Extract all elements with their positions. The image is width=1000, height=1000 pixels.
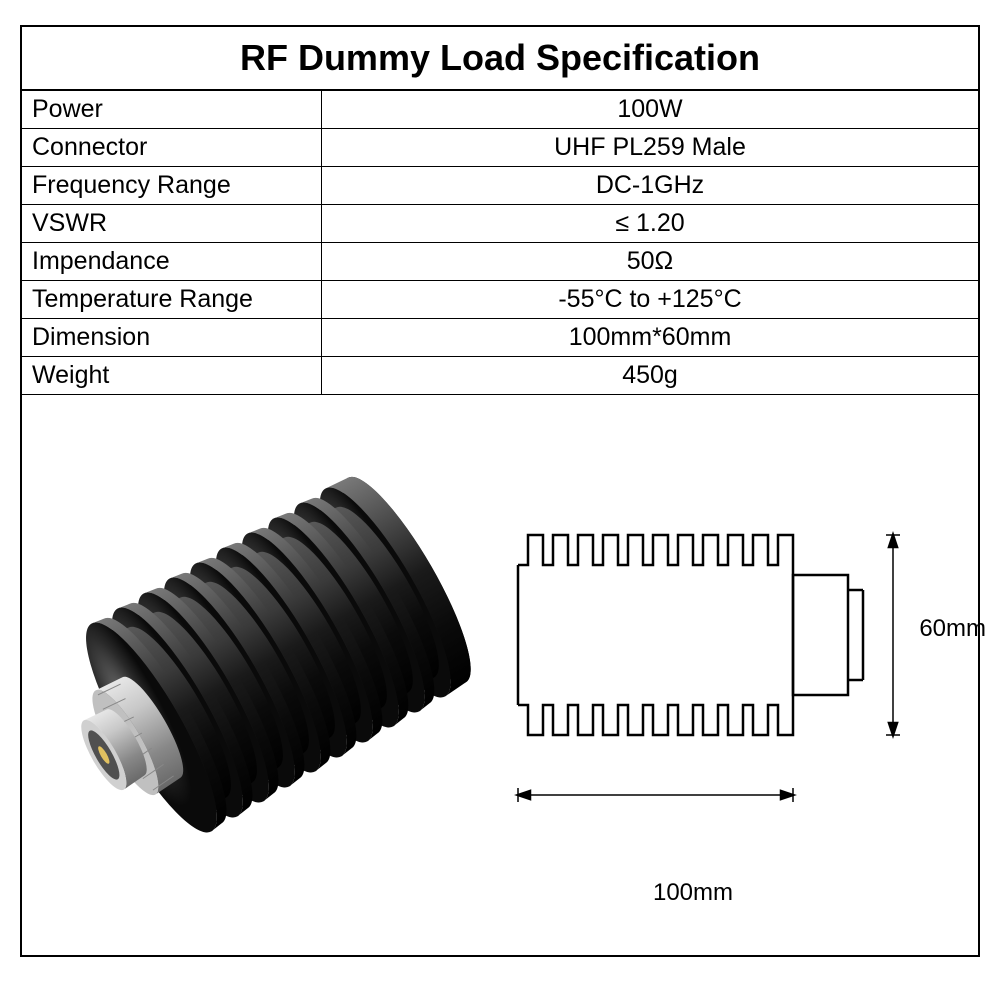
spec-value-temperature: -55°C to +125°C (322, 281, 978, 318)
dimension-height-label: 60mm (919, 615, 986, 643)
spec-label-frequency: Frequency Range (22, 167, 322, 204)
spec-row: Weight 450g (22, 357, 978, 395)
specification-container: RF Dummy Load Specification Power 100W C… (20, 25, 980, 957)
spec-label-impedance: Impendance (22, 243, 322, 280)
spec-value-power: 100W (322, 91, 978, 128)
spec-value-impedance: 50Ω (322, 243, 978, 280)
spec-value-dimension: 100mm*60mm (322, 319, 978, 356)
spec-label-connector: Connector (22, 129, 322, 166)
spec-title: RF Dummy Load Specification (22, 27, 978, 91)
spec-label-vswr: VSWR (22, 205, 322, 242)
spec-row: Connector UHF PL259 Male (22, 129, 978, 167)
spec-label-temperature: Temperature Range (22, 281, 322, 318)
spec-label-dimension: Dimension (22, 319, 322, 356)
spec-value-connector: UHF PL259 Male (322, 129, 978, 166)
spec-row: Frequency Range DC-1GHz (22, 167, 978, 205)
spec-row: Impendance 50Ω (22, 243, 978, 281)
spec-row: Power 100W (22, 91, 978, 129)
spec-value-vswr: ≤ 1.20 (322, 205, 978, 242)
spec-label-weight: Weight (22, 357, 322, 394)
spec-value-frequency: DC-1GHz (322, 167, 978, 204)
spec-row: Temperature Range -55°C to +125°C (22, 281, 978, 319)
spec-label-power: Power (22, 91, 322, 128)
product-illustration (42, 455, 512, 895)
spec-row: Dimension 100mm*60mm (22, 319, 978, 357)
dimension-width-label: 100mm (653, 879, 733, 907)
spec-value-weight: 450g (322, 357, 978, 394)
technical-drawing (498, 475, 948, 875)
diagram-area: 60mm 100mm (22, 395, 978, 955)
spec-row: VSWR ≤ 1.20 (22, 205, 978, 243)
